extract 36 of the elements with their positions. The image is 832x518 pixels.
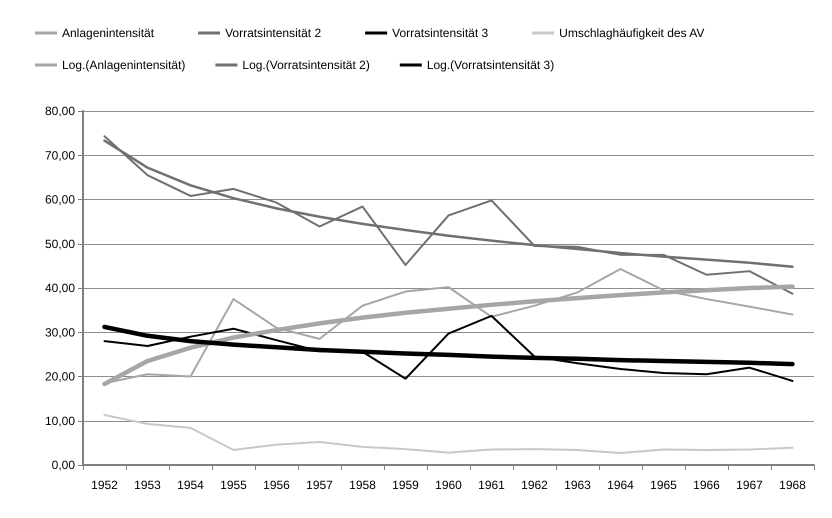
y-tick-label: 50,00 [44,236,76,251]
x-tick-label: 1955 [220,478,248,492]
y-tick-label: 10,00 [44,414,76,428]
legend-label: Log.(Anlagenintensität) [62,58,186,72]
y-tick-label: 30,00 [44,325,76,340]
y-tick-label: 70,00 [44,148,76,162]
x-tick-label: 1966 [693,478,720,492]
legend-label: Anlagenintensität [62,26,155,40]
legend-label: Vorratsintensität 2 [225,26,322,40]
x-tick-label: 1953 [134,478,162,492]
x-tick-label: 1958 [349,478,376,492]
x-tick-label: 1960 [435,478,462,492]
x-tick-label: 1968 [779,478,806,492]
x-tick-label: 1952 [91,478,118,492]
line-series [104,135,794,295]
legend-label: Vorratsintensität 3 [392,26,488,40]
x-tick-label: 1963 [564,478,592,492]
x-tick-label: 1967 [736,478,764,492]
y-tick-label: 20,00 [44,370,76,384]
x-tick-label: 1962 [521,478,548,492]
x-tick-label: 1959 [392,478,420,492]
y-tick-label: 60,00 [44,192,76,206]
x-tick-label: 1961 [478,478,506,492]
x-tick-label: 1954 [177,478,204,492]
y-tick-label: 0,00 [52,458,76,472]
line-series [104,314,794,382]
y-tick-label: 40,00 [44,281,76,295]
line-series [104,414,794,454]
legend-label: Log.(Vorratsintensität 2) [242,58,370,72]
y-tick-label: 80,00 [44,104,76,118]
x-tick-label: 1956 [263,478,290,492]
legend-label: Log.(Vorratsintensität 3) [426,58,554,72]
legend-label: Umschlaghäufigkeit des AV [559,26,704,40]
x-tick-label: 1957 [306,478,334,492]
x-tick-label: 1965 [650,478,678,492]
x-tick-label: 1964 [607,478,634,492]
